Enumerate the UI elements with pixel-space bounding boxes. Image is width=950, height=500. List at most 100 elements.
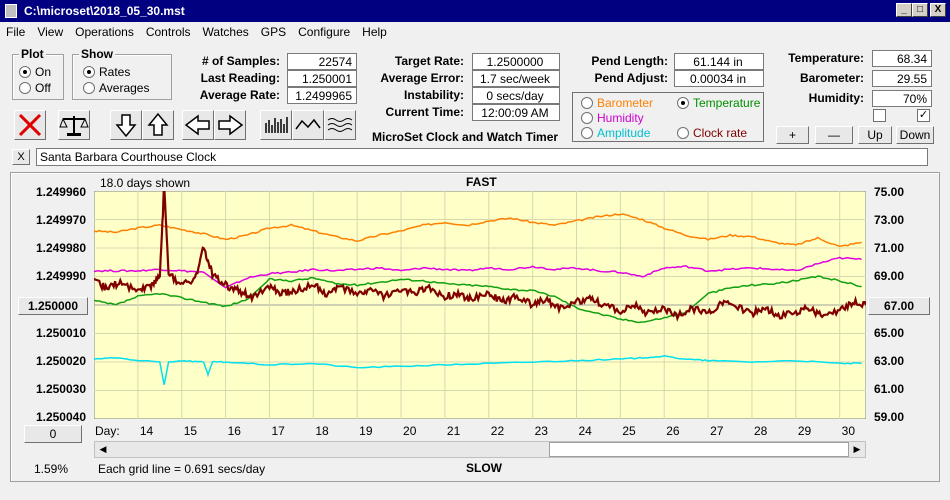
right-tick-label: 73.00 — [874, 213, 905, 227]
day-tick-label: 28 — [753, 424, 768, 438]
menu-gps[interactable]: GPS — [260, 25, 287, 39]
last-reading-value: 1.250001 — [287, 70, 357, 87]
radio-dot-icon — [83, 82, 95, 94]
right-tick-label: 75.00 — [874, 185, 905, 199]
percent-label: 1.59% — [34, 462, 69, 476]
bar-graph-button[interactable] — [260, 110, 292, 140]
day-tick-label: 16 — [227, 424, 241, 438]
slow-label: SLOW — [466, 461, 502, 475]
scroll-down-button[interactable] — [110, 110, 142, 140]
scrollbar-thumb[interactable] — [549, 442, 849, 457]
red-x-icon — [18, 113, 42, 137]
scroll-left-arrow-icon[interactable]: ◀ — [99, 444, 107, 454]
show-averages-radio[interactable]: Averages — [83, 81, 149, 95]
minimize-button[interactable]: _ — [896, 3, 912, 17]
right-tick-label: 59.00 — [874, 410, 905, 424]
clock-rate-radio[interactable]: Clock rate — [677, 126, 747, 140]
instability-label: Instability: — [403, 88, 464, 102]
scale-minus-button[interactable]: — — [815, 126, 853, 144]
average-rate-value: 1.2499965 — [287, 87, 357, 104]
scale-plus-button[interactable]: + — [776, 126, 809, 144]
maximize-button[interactable]: □ — [912, 3, 928, 17]
app-icon — [5, 4, 17, 18]
average-error-value: 1.7 sec/week — [472, 70, 560, 87]
checkbox-2[interactable]: ✓ — [917, 109, 930, 122]
menu-help[interactable]: Help — [362, 25, 387, 39]
menu-view[interactable]: View — [37, 25, 64, 39]
instability-value: 0 secs/day — [472, 87, 560, 104]
left-tick-label: 1.250040 — [35, 410, 86, 424]
target-rate-label: Target Rate: — [394, 54, 464, 68]
clear-clock-button[interactable]: X — [12, 149, 30, 165]
radio-dot-icon — [677, 97, 689, 109]
menu-configure[interactable]: Configure — [298, 25, 351, 39]
scroll-right-arrow-icon[interactable]: ▶ — [853, 444, 861, 454]
series-line-amplitude — [94, 355, 862, 385]
menu-operations[interactable]: Operations — [75, 25, 134, 39]
bar-graph-icon — [265, 117, 288, 133]
radio-dot-icon — [581, 112, 593, 124]
temperature-label: Temperature: — [788, 51, 864, 65]
day-tick-label: 26 — [666, 424, 680, 438]
menu-watches[interactable]: Watches — [202, 25, 249, 39]
menu-bar: File View Operations Controls Watches GPS Conf… — [0, 22, 950, 42]
show-group: Show Rates Averages — [72, 47, 172, 100]
left-tick-label: 1.249980 — [35, 241, 86, 255]
scroll-left-button[interactable] — [182, 110, 214, 140]
series-line-temperature — [94, 275, 862, 324]
grid-note-label: Each grid line = 0.691 secs/day — [98, 462, 266, 476]
radio-dot-icon — [581, 97, 593, 109]
scale-up-button[interactable]: Up — [858, 126, 892, 144]
temperature-radio[interactable]: Temperature — [677, 96, 760, 110]
last-reading-label: Last Reading: — [200, 71, 280, 85]
scale-down-button[interactable]: Down — [896, 126, 934, 144]
clock-name-input[interactable]: Santa Barbara Courthouse Clock — [36, 148, 928, 166]
scroll-right-button[interactable] — [214, 110, 246, 140]
plot-on-radio[interactable]: On — [19, 65, 51, 79]
series-line-barometer — [94, 213, 862, 247]
amplitude-radio[interactable]: Amplitude — [581, 126, 650, 140]
radio-dot-icon — [19, 82, 31, 94]
menu-controls[interactable]: Controls — [145, 25, 191, 39]
right-tick-label: 69.00 — [874, 269, 905, 283]
day-tick-label: 15 — [183, 424, 198, 438]
show-rates-radio[interactable]: Rates — [83, 65, 130, 79]
right-tick-label: 71.00 — [874, 241, 905, 255]
day-tick-label: 25 — [622, 424, 636, 438]
current-time-value: 12:00:09 AM — [472, 104, 560, 121]
plot-off-radio[interactable]: Off — [19, 81, 51, 95]
show-group-title: Show — [79, 47, 115, 61]
menu-file[interactable]: File — [6, 25, 26, 39]
arrow-left-icon — [184, 114, 210, 136]
series-line-clock-rate — [94, 191, 866, 322]
stop-button[interactable] — [14, 110, 46, 140]
left-tick-label: 1.249970 — [35, 213, 86, 227]
line-graph-button[interactable] — [292, 110, 324, 140]
horizontal-scrollbar[interactable]: ◀ ▶ — [94, 441, 866, 458]
barometer-radio[interactable]: Barometer — [581, 96, 653, 110]
balance-button[interactable] — [58, 110, 90, 140]
app-name-label: MicroSet Clock and Watch Timer — [372, 130, 559, 144]
checkbox-1[interactable] — [873, 109, 886, 122]
chart-panel — [10, 172, 940, 482]
scroll-up-button[interactable] — [142, 110, 174, 140]
humidity-radio[interactable]: Humidity — [581, 111, 644, 125]
average-error-label: Average Error: — [380, 71, 464, 85]
arrow-up-icon — [147, 112, 169, 136]
left-bottom-button[interactable]: 0 — [24, 425, 82, 443]
line-graph-icon — [295, 118, 321, 130]
left-tick-label: 1.250010 — [35, 326, 86, 340]
radio-dot-icon — [19, 66, 31, 78]
balance-scale-icon — [59, 116, 89, 136]
left-center-button[interactable]: 1.250000 — [18, 297, 88, 315]
close-button[interactable]: X — [930, 3, 946, 17]
current-time-label: Current Time: — [385, 105, 464, 119]
day-tick-label: 21 — [446, 424, 461, 438]
right-center-button[interactable]: 67.00 — [868, 297, 930, 315]
samples-label: # of Samples: — [201, 54, 280, 68]
left-tick-label: 1.250030 — [35, 382, 86, 396]
pend-length-value: 61.144 in — [674, 53, 764, 70]
arrow-down-icon — [115, 114, 137, 138]
wave-graph-button[interactable] — [324, 110, 356, 140]
plot-area — [94, 191, 866, 419]
